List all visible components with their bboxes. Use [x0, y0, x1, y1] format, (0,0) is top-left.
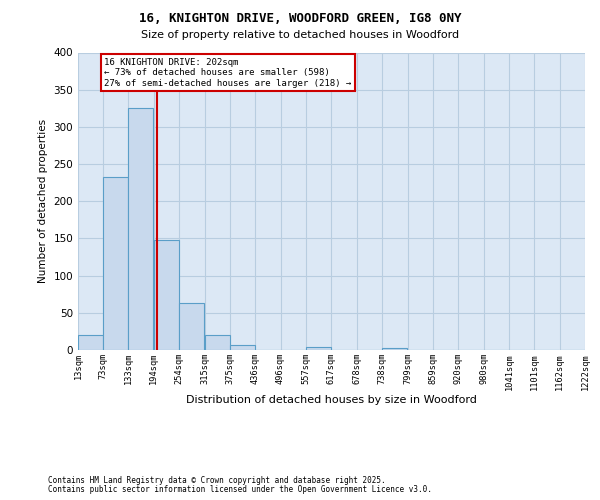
Bar	[306, 347, 331, 350]
Bar	[154, 240, 179, 350]
X-axis label: Distribution of detached houses by size in Woodford: Distribution of detached houses by size …	[186, 395, 477, 405]
Y-axis label: Number of detached properties: Number of detached properties	[38, 119, 48, 284]
Text: Contains public sector information licensed under the Open Government Licence v3: Contains public sector information licen…	[48, 485, 432, 494]
Text: Contains HM Land Registry data © Crown copyright and database right 2025.: Contains HM Land Registry data © Crown c…	[48, 476, 386, 485]
Bar	[382, 348, 407, 350]
Bar	[103, 176, 128, 350]
Bar	[128, 108, 154, 350]
Text: 16 KNIGHTON DRIVE: 202sqm
← 73% of detached houses are smaller (598)
27% of semi: 16 KNIGHTON DRIVE: 202sqm ← 73% of detac…	[104, 58, 352, 88]
Bar	[179, 303, 204, 350]
Text: 16, KNIGHTON DRIVE, WOODFORD GREEN, IG8 0NY: 16, KNIGHTON DRIVE, WOODFORD GREEN, IG8 …	[139, 12, 461, 26]
Bar	[230, 345, 255, 350]
Bar	[78, 335, 103, 350]
Bar	[205, 335, 230, 350]
Text: Size of property relative to detached houses in Woodford: Size of property relative to detached ho…	[141, 30, 459, 40]
